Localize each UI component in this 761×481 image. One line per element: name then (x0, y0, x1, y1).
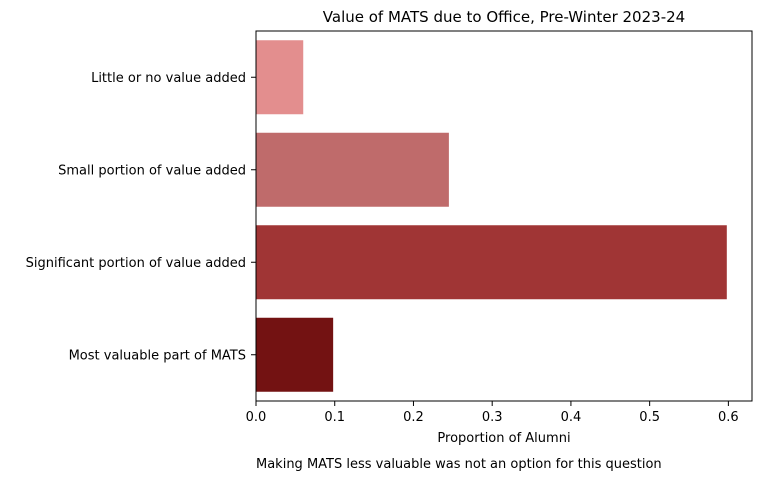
y-tick-label: Little or no value added (91, 71, 246, 86)
x-axis-ticks: 0.0 0.1 0.2 0.3 0.4 0.5 0.6 (246, 401, 739, 425)
x-tick-label: 0.5 (639, 410, 660, 425)
bar-2 (256, 132, 449, 207)
plot-frame (255, 30, 753, 402)
bar-1 (256, 40, 304, 115)
y-tick-label: Small portion of value added (58, 163, 246, 178)
x-tick-label: 0.4 (561, 410, 582, 425)
bars-group (256, 40, 727, 392)
chart-title: Value of MATS due to Office, Pre-Winter … (323, 8, 685, 26)
x-tick-label: 0.0 (246, 410, 267, 425)
x-tick-label: 0.1 (324, 410, 345, 425)
x-tick-label: 0.6 (718, 410, 739, 425)
x-axis-label: Proportion of Alumni (437, 431, 570, 446)
x-tick-label: 0.3 (482, 410, 503, 425)
bar-3 (256, 225, 727, 300)
y-axis-ticks: Little or no value added Small portion of… (26, 71, 256, 363)
y-tick-label: Most valuable part of MATS (69, 348, 246, 363)
bar-4 (256, 317, 334, 392)
y-tick-label: Significant portion of value added (26, 256, 246, 271)
chart-annotation: Making MATS less valuable was not an opt… (256, 457, 662, 472)
x-tick-label: 0.2 (403, 410, 424, 425)
